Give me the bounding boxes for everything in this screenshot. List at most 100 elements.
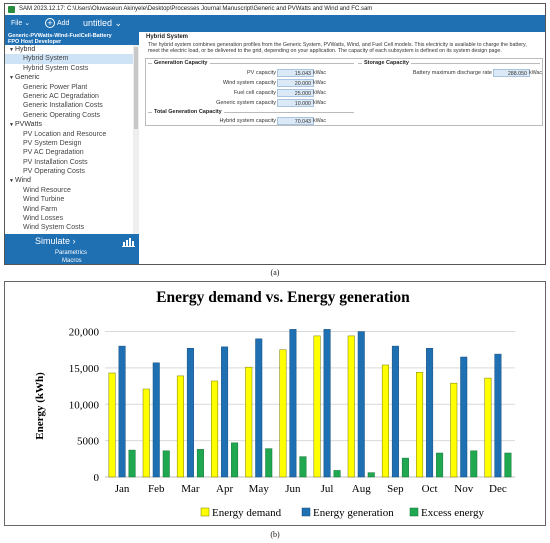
x-tick-label: Jun (285, 483, 301, 495)
grid-layer (105, 331, 515, 478)
bar-energy-demand-apr (211, 380, 219, 478)
file-menu-button[interactable]: File ⌄ (11, 20, 31, 27)
macros-button[interactable]: Macros (62, 258, 82, 264)
plus-icon: + (45, 18, 55, 29)
x-tick-label: Sep (387, 483, 404, 495)
tree-item-wind-resource[interactable]: Wind Resource (23, 186, 71, 194)
simulate-button[interactable]: Simulate › (35, 236, 76, 246)
bar-energy-generation-may (255, 338, 263, 478)
input-page-hybrid-system: Hybrid System The hybrid system combines… (142, 32, 545, 264)
tree-item-generic-ac-degradation[interactable]: Generic AC Degradation (23, 92, 99, 100)
hybrid-capacity-field[interactable]: 70.043 (277, 117, 314, 125)
x-tick-label: May (249, 483, 270, 495)
bar-energy-demand-jan (108, 372, 116, 478)
x-tick-label: Feb (148, 483, 165, 495)
tree-item-pv-ac-degradation[interactable]: PV AC Degradation (23, 149, 84, 157)
tree-item-hybrid-system[interactable]: Hybrid System (5, 54, 139, 64)
case-tab-untitled[interactable]: untitled ⌄ (83, 18, 123, 28)
results-chart-icon[interactable] (122, 237, 135, 247)
bar-energy-generation-jul (323, 329, 331, 478)
legend-swatch-energy-generation (301, 507, 311, 517)
bar-energy-generation-apr (221, 346, 229, 478)
bar-energy-generation-jan (118, 345, 126, 478)
tree-item-generic-operating-costs[interactable]: Generic Operating Costs (23, 111, 101, 119)
x-tick-label: Oct (422, 483, 438, 495)
tree-item-pv-system-design[interactable]: PV System Design (23, 139, 82, 147)
tree-item-pv-installation-costs[interactable]: PV Installation Costs (23, 158, 88, 166)
bar-energy-generation-sep (391, 345, 399, 478)
generic-capacity-row: Generic system capacity 10.000 kWac (150, 99, 326, 107)
case-header-line2: FPO Host Developer (8, 39, 62, 45)
field-label: PV capacity (246, 70, 276, 76)
field-unit: kWac (312, 90, 326, 96)
field-label: Hybrid system capacity (219, 118, 276, 124)
bar-energy-demand-may (245, 366, 253, 478)
chevron-down-icon: ▼ (9, 47, 14, 53)
chevron-down-icon: ▼ (9, 178, 14, 185)
tree-item-pv-location-and-resource[interactable]: PV Location and Resource (23, 130, 107, 138)
tree-group-wind[interactable]: ▼Wind (5, 176, 139, 185)
tree-item-generic-power-plant[interactable]: Generic Power Plant (23, 83, 88, 91)
bar-excess-energy-may (265, 448, 273, 478)
x-tick-label: Jan (115, 483, 130, 495)
y-tick-label: 15,000 (69, 363, 100, 375)
bar-energy-demand-dec (484, 377, 492, 478)
bar-energy-generation-oct (426, 348, 434, 478)
field-unit: kWac (528, 70, 542, 76)
scrollbar-thumb[interactable] (134, 47, 138, 129)
fuel-cell-capacity-row: Fuel cell capacity 25.000 kWac (150, 89, 326, 97)
y-tick-label: 5000 (77, 436, 100, 448)
battery-discharge-field[interactable]: 288.050 (493, 69, 530, 77)
bar-excess-energy-dec (504, 452, 512, 478)
add-case-button[interactable]: + Add (45, 18, 69, 29)
generation-capacity-title: Generation Capacity (152, 60, 210, 66)
x-tick-label: Apr (216, 483, 233, 495)
x-tick-label: Nov (454, 483, 473, 495)
case-header-line1: Generic-PVWatts-Wind-FuelCell-Battery (8, 33, 112, 39)
energy-chart: Energy demand vs. Energy generation Ener… (34, 289, 515, 519)
legend-label-energy-generation: Energy generation (313, 507, 394, 519)
parametrics-button[interactable]: Parametrics (55, 250, 88, 256)
bar-energy-demand-aug (347, 335, 355, 478)
tree-group-pvwatts[interactable]: ▼PVWatts (5, 120, 139, 129)
legend-label-excess-energy: Excess energy (421, 507, 485, 519)
y-tick-label: 0 (94, 472, 100, 484)
tree-item-wind-system-costs[interactable]: Wind System Costs (23, 224, 85, 232)
bar-energy-demand-jun (279, 349, 287, 478)
generic-capacity-field[interactable]: 10.000 (277, 99, 314, 107)
bar-energy-demand-oct (416, 372, 424, 478)
window-title: SAM 2023.12.17: C:\Users\Oluwaseun Akiny… (19, 6, 373, 12)
field-unit: kWac (312, 118, 326, 124)
tree-item-hybrid-system-costs[interactable]: Hybrid System Costs (23, 64, 89, 72)
field-unit: kWac (312, 100, 326, 106)
tree-item-wind-turbine[interactable]: Wind Turbine (23, 196, 65, 204)
bar-energy-generation-feb (152, 362, 160, 478)
tree-item-wind-farm[interactable]: Wind Farm (23, 205, 58, 213)
field-unit: kWac (312, 80, 326, 86)
field-unit: kWac (312, 70, 326, 76)
y-tick-label: 20,000 (69, 327, 100, 339)
tree-group-hybrid[interactable]: ▼Hybrid (5, 45, 139, 54)
tree-item-pv-operating-costs[interactable]: PV Operating Costs (23, 168, 85, 176)
tree-item-generic-installation-costs[interactable]: Generic Installation Costs (23, 102, 103, 110)
tree-group-generic[interactable]: ▼Generic (5, 73, 139, 82)
pv-capacity-row: PV capacity 15.043 kWac (150, 69, 326, 77)
wind-capacity-field[interactable]: 20.000 (277, 79, 314, 87)
bar-energy-demand-nov (450, 382, 458, 478)
tree-scrollbar[interactable] (133, 45, 139, 234)
section-description: The hybrid system combines generation pr… (148, 42, 527, 54)
tree-item-wind-losses[interactable]: Wind Losses (23, 215, 64, 223)
field-label: Generic system capacity (216, 100, 276, 106)
case-header: Generic-PVWatts-Wind-FuelCell-Battery FP… (5, 32, 139, 45)
chevron-down-icon: ▼ (9, 75, 14, 82)
x-tick-label: Mar (181, 483, 200, 495)
wind-capacity-row: Wind system capacity 20.000 kWac (150, 79, 326, 87)
battery-discharge-row: Battery maximum discharge rate 288.050 k… (362, 69, 542, 77)
fuel-cell-capacity-field[interactable]: 25.000 (277, 89, 314, 97)
pv-capacity-field[interactable]: 15.043 (277, 69, 314, 77)
input-page-tree: ▼Hybrid Hybrid System Hybrid System Cost… (5, 45, 139, 234)
window-titlebar: SAM 2023.12.17: C:\Users\Oluwaseun Akiny… (5, 4, 545, 15)
x-tick-label: Jul (321, 483, 334, 495)
caption-a: (a) (270, 268, 280, 277)
legend-swatch-energy-demand (200, 507, 210, 517)
